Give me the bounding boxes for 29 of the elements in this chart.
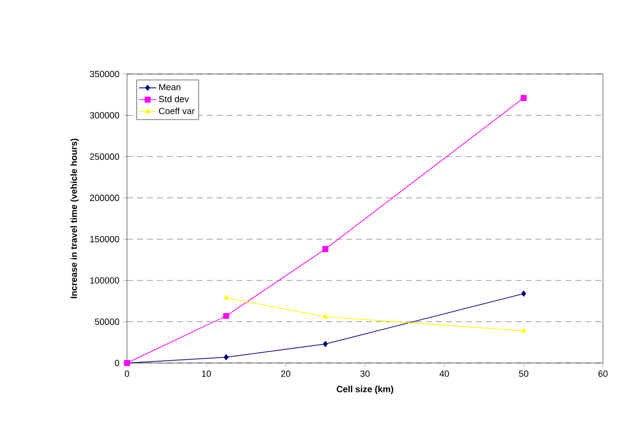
point [521, 290, 526, 297]
x-axis-title: Cell size (km) [336, 386, 394, 394]
legend-label: Std dev [158, 96, 189, 102]
y-tick-label: 100000 [90, 277, 120, 284]
point [322, 341, 328, 347]
y-axis-title: Increase in travel time (vehicle hours) [70, 138, 79, 298]
x-tick-label: 40 [440, 370, 449, 377]
y-tick-label: 150000 [90, 236, 120, 242]
x-tick-label: 50 [519, 370, 528, 377]
x-tick-label: 60 [598, 370, 608, 377]
y-tick-label: 300000 [90, 112, 120, 118]
point [224, 294, 229, 300]
x-tick-label: 0 [124, 370, 130, 377]
point [520, 94, 527, 101]
y-tick-label: 50000 [94, 318, 120, 325]
legend-label: Coeff var [158, 108, 195, 114]
point [224, 354, 229, 360]
y-tick-label: 350000 [90, 70, 120, 78]
y-tick-label: 200000 [90, 194, 120, 202]
x-tick-label: 20 [281, 370, 290, 377]
point [322, 246, 328, 252]
x-tick-label: 30 [360, 370, 370, 377]
y-tick-label: 0 [114, 360, 120, 366]
x-tick-label: 10 [202, 370, 211, 377]
point [322, 314, 328, 318]
y-tick-label: 250000 [90, 153, 120, 160]
legend-label: Mean [159, 84, 180, 90]
point [223, 312, 230, 319]
point [521, 328, 526, 332]
